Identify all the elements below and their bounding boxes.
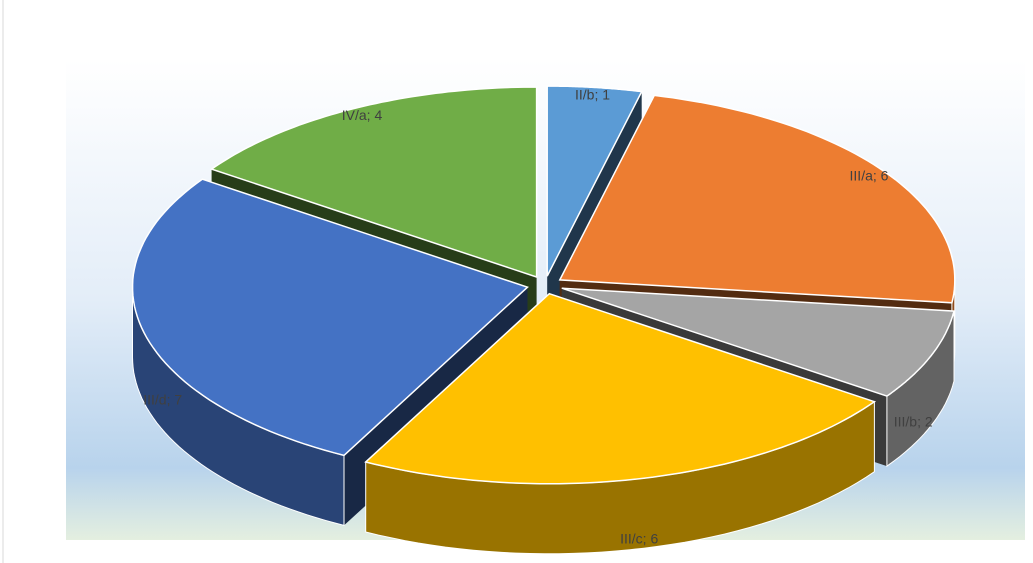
slice-top	[364, 292, 877, 485]
pie-slice	[364, 292, 877, 555]
data-label: II/b; 1	[575, 87, 610, 103]
data-label: IV/a; 4	[342, 107, 383, 123]
slice-top	[131, 178, 529, 457]
data-label: III/b; 2	[894, 413, 933, 429]
pie-slice	[131, 178, 529, 527]
slice-top	[561, 287, 955, 397]
slice-top	[209, 86, 538, 279]
slice-top	[546, 85, 643, 277]
data-label: III/a; 6	[850, 168, 889, 184]
data-label: III/d; 7	[143, 391, 182, 407]
slice-top	[558, 94, 956, 304]
data-label: III/c; 6	[620, 531, 658, 547]
